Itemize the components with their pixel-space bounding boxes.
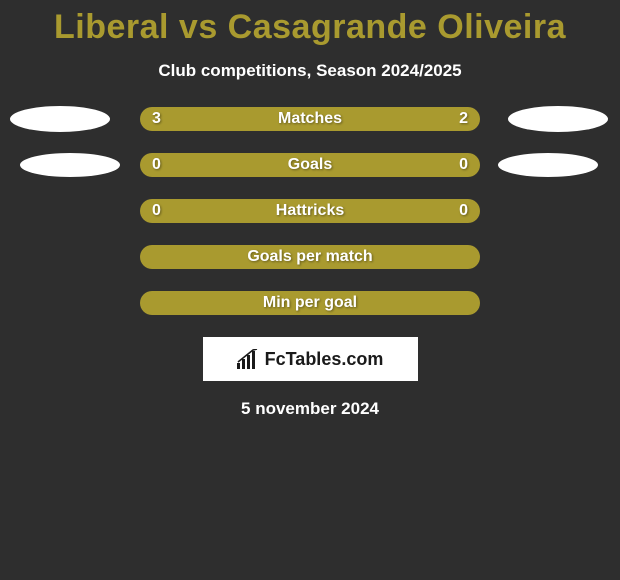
logo-box: FcTables.com <box>203 337 418 381</box>
stat-bar: Goals per match <box>140 245 480 269</box>
stat-bar: Min per goal <box>140 291 480 315</box>
page-title: Liberal vs Casagrande Oliveira <box>54 8 566 47</box>
stat-label: Min per goal <box>263 294 357 312</box>
subtitle: Club competitions, Season 2024/2025 <box>158 61 461 81</box>
stat-value-right: 0 <box>459 202 468 220</box>
chart-bars-icon <box>237 349 259 369</box>
stat-value-left: 3 <box>152 110 161 128</box>
comparison-infographic: Liberal vs Casagrande Oliveira Club comp… <box>0 0 620 580</box>
stat-value-left: 0 <box>152 202 161 220</box>
stat-label: Matches <box>278 110 342 128</box>
stat-bar: 0 Hattricks 0 <box>140 199 480 223</box>
stat-bar: 3 Matches 2 <box>140 107 480 131</box>
stat-rows: 3 Matches 2 0 Goals 0 0 Hattricks 0 <box>0 107 620 315</box>
stat-row-goals-per-match: Goals per match <box>0 245 620 269</box>
stat-label: Goals <box>288 156 332 174</box>
logo-text: FcTables.com <box>265 349 384 370</box>
left-ellipse-icon <box>10 106 110 132</box>
left-ellipse-icon <box>20 153 120 177</box>
stat-row-matches: 3 Matches 2 <box>0 107 620 131</box>
stat-row-goals: 0 Goals 0 <box>0 153 620 177</box>
stat-bar: 0 Goals 0 <box>140 153 480 177</box>
stat-label: Hattricks <box>276 202 344 220</box>
stat-row-min-per-goal: Min per goal <box>0 291 620 315</box>
stat-row-hattricks: 0 Hattricks 0 <box>0 199 620 223</box>
stat-label: Goals per match <box>247 248 372 266</box>
stat-value-left: 0 <box>152 156 161 174</box>
right-ellipse-icon <box>508 106 608 132</box>
date-text: 5 november 2024 <box>241 399 379 419</box>
stat-value-right: 2 <box>459 110 468 128</box>
stat-value-right: 0 <box>459 156 468 174</box>
right-ellipse-icon <box>498 153 598 177</box>
